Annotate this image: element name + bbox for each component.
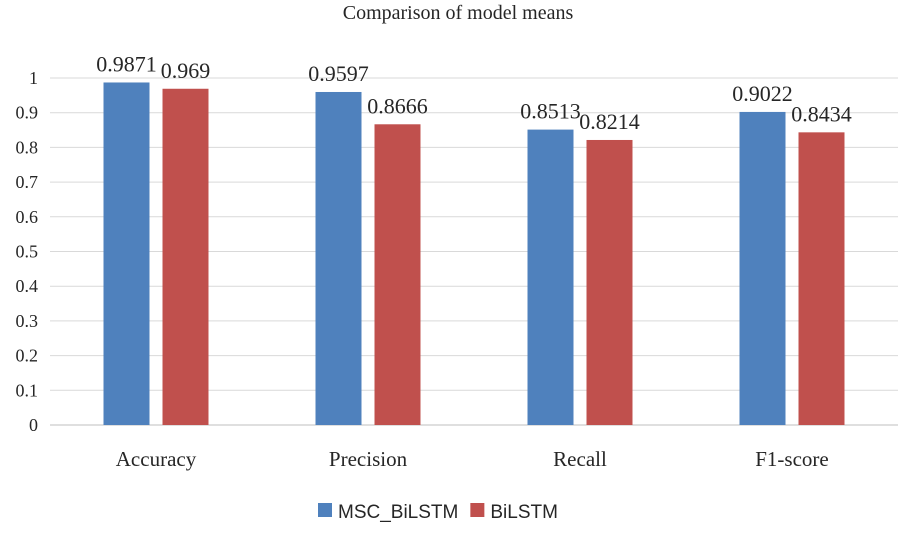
data-label: 0.9871	[96, 51, 157, 76]
data-label: 0.8513	[520, 99, 581, 124]
y-tick-label: 0.3	[16, 311, 39, 331]
x-tick-label: Recall	[553, 447, 607, 471]
bar-bilstm-f1-score	[798, 132, 845, 425]
bar-bilstm-precision	[374, 124, 421, 426]
x-tick-label: Accuracy	[116, 447, 197, 471]
bars	[103, 82, 845, 426]
y-axis-ticks: 0 0.1 0.2 0.3 0.4 0.5 0.6 0.7 0.8 0.9 1	[16, 68, 39, 435]
y-tick-label: 0.6	[16, 207, 39, 227]
data-label: 0.8434	[791, 101, 852, 126]
y-tick-label: 1	[29, 68, 38, 88]
data-label: 0.9022	[732, 81, 793, 106]
chart-title: Comparison of model means	[343, 2, 574, 24]
y-tick-label: 0.9	[16, 103, 39, 123]
data-label: 0.8214	[579, 109, 640, 134]
legend-swatch	[318, 503, 332, 517]
data-label: 0.969	[161, 58, 211, 83]
x-tick-label: F1-score	[755, 447, 828, 471]
y-tick-label: 0	[29, 415, 38, 435]
y-tick-label: 0.4	[16, 276, 39, 296]
legend-swatch	[470, 503, 485, 517]
bar-msc-bilstm-recall	[527, 129, 574, 425]
y-tick-label: 0.7	[16, 172, 39, 192]
data-label: 0.9597	[308, 61, 369, 86]
bar-msc-bilstm-f1-score	[739, 111, 786, 426]
data-label: 0.8666	[367, 93, 428, 118]
bar-msc-bilstm-precision	[315, 91, 362, 425]
y-tick-label: 0.8	[16, 137, 39, 157]
bar-msc-bilstm-accuracy	[103, 82, 150, 425]
legend-label: MSC_BiLSTM	[338, 502, 458, 523]
bar-bilstm-recall	[586, 139, 633, 426]
legend-label: BiLSTM	[490, 502, 558, 523]
y-tick-label: 0.2	[16, 346, 39, 366]
x-tick-label: Precision	[329, 447, 408, 471]
legend: MSC_BiLSTM BiLSTM	[318, 502, 558, 523]
x-axis-ticks: Accuracy Precision Recall F1-score	[116, 447, 829, 471]
y-tick-label: 0.5	[16, 242, 39, 262]
bar-bilstm-accuracy	[162, 88, 209, 425]
y-tick-label: 0.1	[16, 380, 39, 400]
